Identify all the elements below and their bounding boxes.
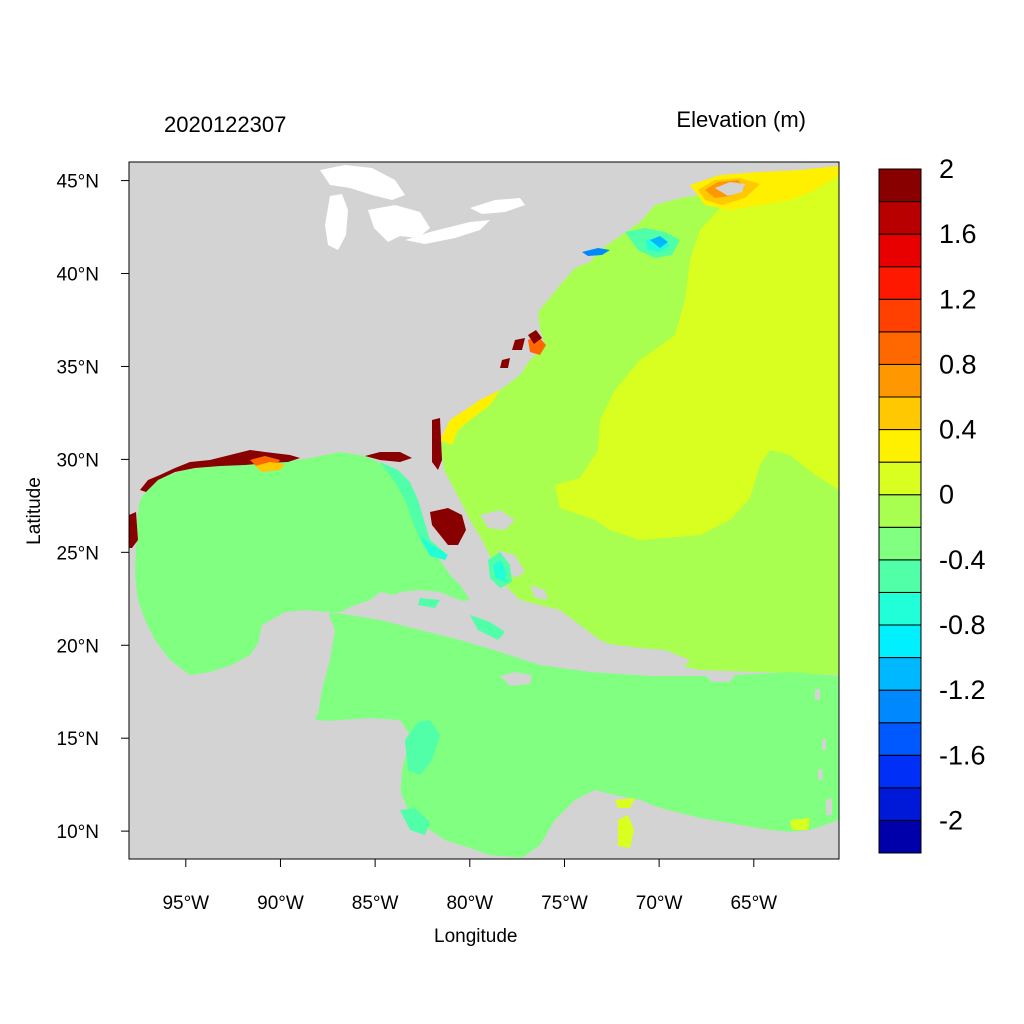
lat-tick-label: 40°N [57,265,99,286]
lon-tick-label: 85°W [352,893,399,914]
lesser-antilles-land [815,688,832,815]
south-america-land [520,790,839,859]
colorbar-swatch [878,168,922,203]
cuba-shelf-low [418,598,505,640]
colorbar-swatch [878,266,922,300]
lake-maracaibo [618,815,634,848]
colorbar-swatch [878,722,922,756]
colorbar-swatch [878,461,922,496]
timestamp-label: 2020122307 [164,112,287,137]
colorbar-swatch [878,233,922,268]
lon-tick-label: 90°W [257,893,304,914]
lon-tick-label: 80°W [446,893,493,914]
cape-cod-low [650,236,668,248]
colorbar-label: 1.6 [939,219,977,249]
plot-frame [128,161,840,860]
colorbar-label: 0.8 [939,349,977,379]
colorbar-swatch [878,689,922,724]
gulf-coast-surge-mid [255,462,285,472]
colorbar-swatch [878,429,922,463]
lake-erie [405,220,490,244]
big-bend-surge [365,452,412,462]
outer-banks-surge [500,330,542,368]
colorbar-label: -0.8 [939,610,986,640]
colorbar-swatch [878,591,922,626]
yucatan-shelf-low [405,720,440,775]
colorbar-swatch [878,201,922,235]
honduras-shelf-low [400,808,430,835]
colorbar-swatch [878,819,922,854]
lat-tick-label: 15°N [57,729,99,750]
lake-huron [368,205,430,242]
colorbar: 2 1.6 1.2 0.8 0.4 0 -0.4 -0.8 -1.2 -1.6 -2 [878,154,986,854]
x-axis-label: Longitude [434,926,518,947]
east-florida-surge [432,418,442,470]
lon-tick-label: 65°W [730,893,777,914]
colorbar-swatch [878,298,922,333]
colorbar-label: 0 [939,480,954,510]
bay-of-fundy-land [715,182,745,196]
atlantic-inner-region [555,166,839,540]
colorbar-swatch [878,331,922,365]
variable-title: Elevation (m) [676,107,806,132]
bahamas-land [480,510,548,600]
lat-tick-label: 35°N [57,357,99,378]
texas-coast-surge [129,512,138,548]
colorbar-swatch [878,657,922,691]
us-mainland-land [129,162,839,548]
colorbar-label: 0.4 [939,415,977,445]
lake-michigan [325,194,348,250]
mexico-west-land [129,560,440,859]
lat-tick-label: 25°N [57,543,99,564]
colorbar-swatch [878,494,922,528]
colorbar-swatch [878,526,922,561]
colorbar-swatch [878,363,922,398]
yucatan-land [258,610,335,715]
gulf-caribbean-sea [135,452,470,675]
longitude-ticks: 95°W 90°W 85°W 80°W 75°W 70°W 65°W [162,859,777,914]
lon-tick-label: 75°W [541,893,588,914]
colorbar-swatch [878,624,922,659]
carolina-shelf-surge [440,390,500,445]
puerto-rico-land [706,673,735,682]
lat-tick-label: 30°N [57,450,99,471]
colorbar-label: -1.6 [939,740,986,770]
colorbar-label: -0.4 [939,545,986,575]
bahamas-lowest-water [493,560,506,582]
florida-shelf-low [380,462,448,555]
colorbar-label: 2 [939,154,954,184]
latitude-ticks: 45°N 40°N 35°N 30°N 25°N 20°N 15°N 10°N [57,172,129,843]
lat-tick-label: 20°N [57,636,99,657]
colorbar-label: -1.2 [939,675,986,705]
lake-ontario [470,198,525,214]
hispaniola-land [590,644,690,674]
colorbar-swatch [878,396,922,431]
lat-tick-label: 45°N [57,172,99,193]
lon-tick-label: 70°W [636,893,683,914]
lon-tick-label: 95°W [162,893,209,914]
lake-superior [320,165,405,200]
map-plot-area [129,162,839,859]
south-florida-surge [430,508,466,545]
colorbar-swatch [878,559,922,593]
long-island-sound [582,248,610,256]
colorbar-swatch [878,754,922,789]
lat-tick-label: 10°N [57,822,99,843]
colorbar-label: 1.2 [939,284,977,314]
jamaica-land [500,672,532,686]
caribbean-sea [315,612,839,858]
colorbar-swatch [878,787,922,821]
colorbar-label: -2 [939,805,963,835]
florida-shelf-lowest [420,535,448,560]
